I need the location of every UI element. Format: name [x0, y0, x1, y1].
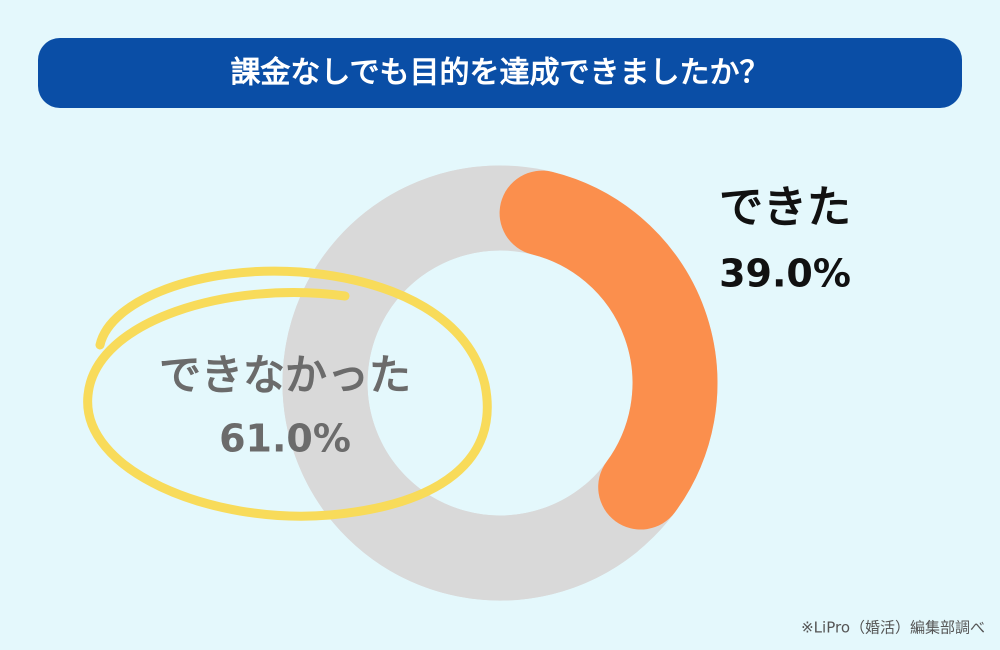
title-bar [38, 38, 962, 108]
scribble-stroke [83, 266, 492, 521]
donut [282, 165, 718, 601]
donut-segment [282, 165, 639, 601]
category-label: できなかった [159, 351, 411, 400]
donut-segment [499, 170, 718, 530]
source-note: ※LiPro（婚活）編集部調べ [801, 619, 985, 637]
highlight-scribble [83, 266, 492, 521]
value-label: 39.0% [719, 252, 851, 296]
category-label: できた [719, 182, 851, 233]
value-label: 61.0% [219, 417, 351, 461]
chart-title: 課金なしでも目的を達成できましたか？ [230, 56, 769, 91]
